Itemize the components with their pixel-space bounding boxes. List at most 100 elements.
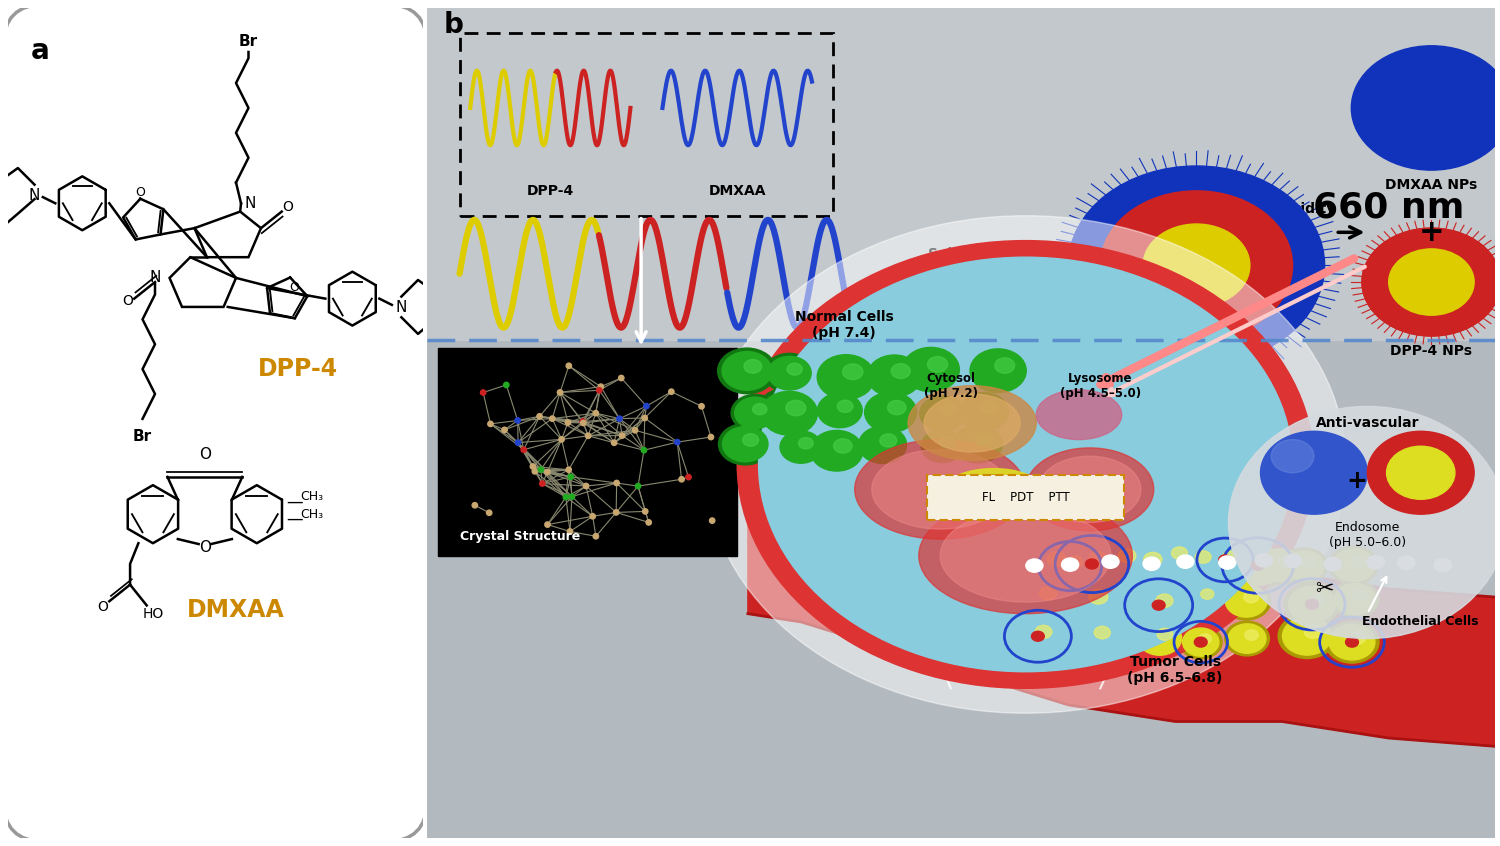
- Circle shape: [1198, 634, 1212, 644]
- Circle shape: [1305, 599, 1318, 609]
- Point: [669, 473, 693, 486]
- Circle shape: [920, 396, 966, 431]
- Ellipse shape: [945, 469, 1041, 510]
- Circle shape: [1256, 546, 1306, 585]
- Point: [602, 436, 625, 449]
- Bar: [438, 349, 736, 556]
- Circle shape: [1130, 583, 1188, 628]
- Circle shape: [1172, 541, 1224, 582]
- Circle shape: [1350, 632, 1365, 645]
- Circle shape: [897, 343, 964, 396]
- Circle shape: [1282, 548, 1328, 584]
- Circle shape: [903, 348, 960, 392]
- Circle shape: [918, 427, 968, 465]
- Circle shape: [1094, 626, 1110, 639]
- Circle shape: [915, 393, 969, 434]
- Circle shape: [806, 427, 867, 475]
- Circle shape: [1047, 549, 1092, 584]
- Circle shape: [1014, 618, 1062, 655]
- Circle shape: [1206, 545, 1245, 575]
- Point: [636, 516, 660, 530]
- Point: [626, 480, 650, 493]
- Circle shape: [1352, 556, 1366, 567]
- Circle shape: [730, 394, 778, 431]
- Point: [530, 463, 554, 476]
- Text: DMXAA: DMXAA: [708, 184, 766, 198]
- Circle shape: [954, 389, 1012, 434]
- Point: [610, 429, 634, 442]
- Circle shape: [843, 364, 862, 380]
- Circle shape: [927, 356, 948, 372]
- Point: [572, 415, 596, 428]
- Ellipse shape: [920, 497, 1132, 613]
- Circle shape: [964, 345, 1030, 397]
- Circle shape: [1227, 542, 1288, 589]
- Circle shape: [1200, 589, 1214, 599]
- Circle shape: [1324, 621, 1378, 663]
- Text: Br: Br: [134, 429, 152, 444]
- Ellipse shape: [871, 449, 1008, 529]
- Ellipse shape: [924, 394, 1020, 452]
- Circle shape: [1184, 583, 1221, 612]
- Text: Crystal Structure: Crystal Structure: [459, 530, 580, 543]
- Point: [549, 432, 573, 446]
- Ellipse shape: [962, 475, 1026, 504]
- Circle shape: [1065, 543, 1119, 585]
- Circle shape: [1180, 580, 1225, 614]
- Text: CH₃: CH₃: [300, 508, 324, 520]
- Circle shape: [1302, 557, 1316, 568]
- Point: [536, 518, 560, 531]
- Circle shape: [1179, 625, 1222, 659]
- Point: [558, 525, 582, 538]
- Circle shape: [1324, 558, 1341, 571]
- Point: [584, 406, 608, 420]
- Circle shape: [753, 404, 766, 415]
- Point: [584, 530, 608, 543]
- Text: O: O: [200, 447, 211, 462]
- Circle shape: [1143, 558, 1160, 570]
- Point: [622, 424, 646, 437]
- Circle shape: [1176, 544, 1221, 579]
- Circle shape: [1032, 631, 1044, 641]
- Text: FL    PDT    PTT: FL PDT PTT: [981, 492, 1070, 504]
- Circle shape: [1329, 624, 1376, 660]
- Circle shape: [1074, 619, 1120, 655]
- Circle shape: [1368, 556, 1384, 569]
- Point: [700, 514, 724, 527]
- Circle shape: [1040, 586, 1058, 600]
- Point: [588, 383, 612, 397]
- Circle shape: [1086, 559, 1098, 569]
- Ellipse shape: [908, 386, 1036, 460]
- Circle shape: [1014, 575, 1071, 620]
- Circle shape: [1398, 556, 1414, 569]
- Text: +: +: [1419, 217, 1444, 247]
- Point: [520, 459, 544, 473]
- Circle shape: [1116, 541, 1178, 588]
- Circle shape: [1335, 584, 1376, 615]
- Ellipse shape: [1026, 448, 1154, 530]
- Circle shape: [950, 421, 1006, 466]
- Circle shape: [1286, 551, 1324, 581]
- Circle shape: [798, 437, 813, 449]
- Circle shape: [1220, 556, 1236, 569]
- Text: —: —: [286, 509, 303, 527]
- Circle shape: [810, 431, 862, 471]
- FancyBboxPatch shape: [3, 4, 427, 842]
- Point: [608, 412, 631, 426]
- Circle shape: [1330, 580, 1378, 618]
- Point: [556, 463, 580, 476]
- Text: Br: Br: [238, 34, 258, 49]
- Circle shape: [818, 354, 874, 399]
- Text: Endosome
(pH 5.0–6.0): Endosome (pH 5.0–6.0): [1329, 521, 1406, 549]
- Text: O: O: [200, 540, 211, 555]
- Circle shape: [1102, 555, 1119, 569]
- Circle shape: [880, 434, 897, 447]
- Circle shape: [1256, 553, 1272, 567]
- Point: [506, 436, 530, 449]
- Circle shape: [1068, 166, 1324, 365]
- Text: DPP-4 NPs: DPP-4 NPs: [1390, 344, 1473, 358]
- Text: O: O: [282, 201, 294, 214]
- Circle shape: [1089, 552, 1107, 567]
- Text: b: b: [444, 11, 464, 39]
- Circle shape: [1332, 549, 1374, 581]
